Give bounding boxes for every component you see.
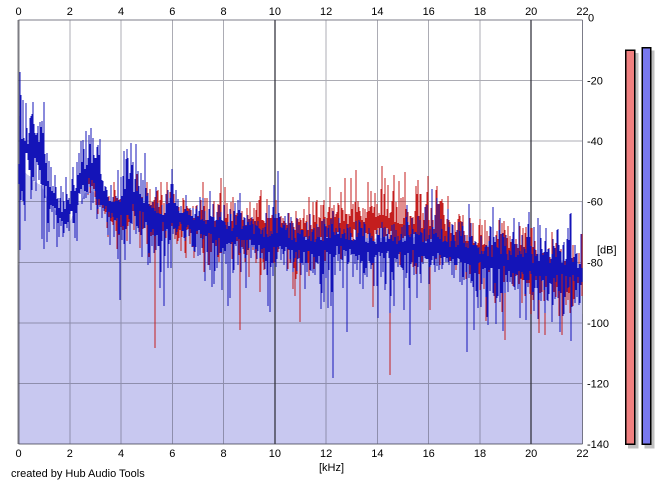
svg-text:18: 18	[474, 6, 486, 18]
svg-text:0: 0	[15, 448, 21, 460]
svg-text:-120: -120	[587, 378, 609, 390]
svg-text:[kHz]: [kHz]	[319, 462, 344, 474]
svg-text:4: 4	[118, 6, 124, 18]
svg-text:2: 2	[67, 6, 73, 18]
svg-text:14: 14	[371, 6, 383, 18]
svg-text:-100: -100	[587, 318, 609, 330]
svg-text:16: 16	[423, 448, 435, 460]
svg-text:0: 0	[588, 13, 594, 25]
svg-text:4: 4	[118, 448, 124, 460]
svg-text:20: 20	[525, 448, 537, 460]
svg-text:10: 10	[269, 448, 281, 460]
svg-text:12: 12	[320, 448, 332, 460]
svg-text:16: 16	[423, 6, 435, 18]
svg-text:12: 12	[320, 6, 332, 18]
svg-text:-60: -60	[587, 197, 603, 209]
svg-text:6: 6	[169, 448, 175, 460]
svg-text:2: 2	[67, 448, 73, 460]
svg-text:-40: -40	[587, 136, 603, 148]
svg-text:created by Hub Audio Tools: created by Hub Audio Tools	[11, 468, 145, 480]
svg-text:20: 20	[525, 6, 537, 18]
svg-text:-80: -80	[587, 257, 603, 269]
svg-text:18: 18	[474, 448, 486, 460]
svg-text:8: 8	[221, 6, 227, 18]
svg-text:6: 6	[169, 6, 175, 18]
svg-text:22: 22	[576, 6, 588, 18]
svg-text:10: 10	[269, 6, 281, 18]
svg-text:[dB]: [dB]	[597, 245, 617, 257]
svg-text:8: 8	[221, 448, 227, 460]
svg-text:-20: -20	[587, 76, 603, 88]
svg-text:14: 14	[371, 448, 383, 460]
svg-text:22: 22	[576, 448, 588, 460]
svg-text:-140: -140	[587, 439, 609, 451]
svg-text:0: 0	[15, 6, 21, 18]
